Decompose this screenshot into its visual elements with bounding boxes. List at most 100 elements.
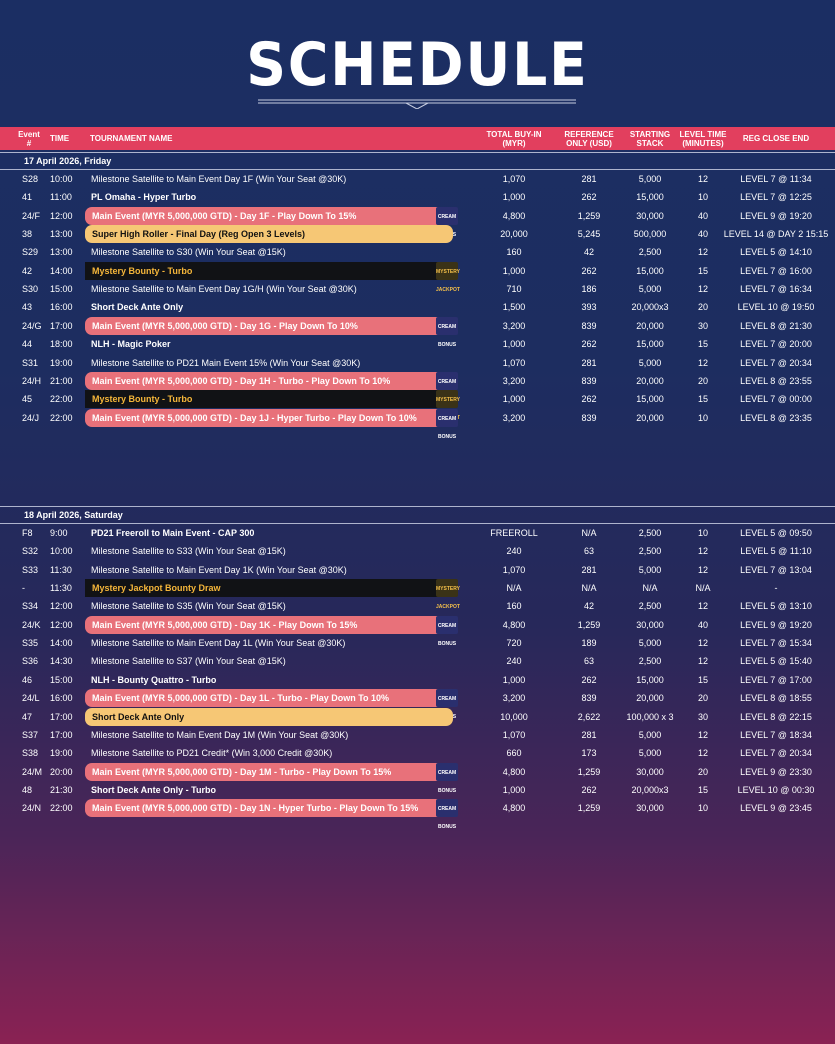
reference-usd: 262 xyxy=(581,339,597,350)
event-time: 19:00 xyxy=(50,357,73,368)
table-row: S31 19:00 Milestone Satellite to PD21 Main… xyxy=(0,354,835,372)
table-row: - 11:30 Mystery Jackpot Bounty Draw MYSTERY… xyxy=(0,579,835,610)
starting-stack: 100,000 x 3 xyxy=(626,711,674,722)
reference-usd: 281 xyxy=(581,729,597,740)
table-row: 24/M 20:00 Main Event (MYR 5,000,000 GTD) … xyxy=(0,762,835,794)
event-time: 22:00 xyxy=(50,394,73,405)
table-row: 24/N 22:00 Main Event (MYR 5,000,000 GTD) … xyxy=(0,799,835,830)
header-reference: REFERENCE ONLY (USD) xyxy=(564,129,614,148)
table-row: 45 22:00 Mystery Bounty - TurboMYSTERYJACK… xyxy=(0,390,835,421)
buy-in: 10,000 xyxy=(500,711,528,722)
table-row: S37 17:00 Milestone Satellite to Main Even… xyxy=(0,726,835,744)
tournament-name: Milestone Satellite to PD21 Credit* (Win… xyxy=(91,748,333,759)
table-row: F8 9:00 PD21 Freeroll to Main Event - CAP … xyxy=(0,524,835,542)
table-row: S30 15:00 Milestone Satellite to Main Even… xyxy=(0,280,835,298)
reference-usd: N/A xyxy=(581,583,597,594)
table-row: 24/F 12:00 Main Event (MYR 5,000,000 GTD) … xyxy=(0,206,835,238)
header-stack: STARTING STACK xyxy=(629,129,671,148)
buy-in: 160 xyxy=(506,247,522,258)
event-time: 14:30 xyxy=(50,656,73,667)
event-time: 16:00 xyxy=(50,693,73,704)
event-time: 10:00 xyxy=(50,546,73,557)
starting-stack: 30,000 xyxy=(636,210,664,221)
buy-in: N/A xyxy=(506,583,522,594)
tournament-name: Mystery Jackpot Bounty Draw xyxy=(85,579,453,598)
tournament-name: Main Event (MYR 5,000,000 GTD) - Day 1L … xyxy=(85,689,453,708)
reference-usd: 262 xyxy=(581,674,597,685)
reference-usd: 839 xyxy=(581,693,597,704)
starting-stack: 2,500 xyxy=(638,656,662,667)
header-level: LEVEL TIME (MINUTES) xyxy=(679,129,727,148)
tournament-name: Milestone Satellite to Main Event Day 1M… xyxy=(91,729,349,740)
badge-text: BONUS xyxy=(437,824,457,831)
event-time: 22:00 xyxy=(50,412,73,423)
event-number: 24/H xyxy=(22,375,42,386)
starting-stack: 15,000 xyxy=(636,674,664,685)
badge-text: CREAM xyxy=(437,213,457,220)
reference-usd: 262 xyxy=(581,192,597,203)
event-number: 45 xyxy=(22,394,33,405)
tournament-name: Main Event (MYR 5,000,000 GTD) - Day 1M … xyxy=(85,762,453,781)
tournament-name: Milestone Satellite to PD21 Main Event 1… xyxy=(91,357,361,368)
reg-close: LEVEL 7 @ 20:00 xyxy=(740,339,812,350)
event-time: 14:00 xyxy=(50,638,73,649)
level-time: 20 xyxy=(697,375,708,386)
event-number: 41 xyxy=(22,192,33,203)
badge-text: BONUS xyxy=(437,640,457,647)
level-time: 15 xyxy=(697,394,708,405)
table-row: S36 14:30 Milestone Satellite to S37 (Win … xyxy=(0,652,835,670)
badge-text: MYSTERY xyxy=(436,586,460,593)
table-row: 24/J 22:00 Main Event (MYR 5,000,000 GTD) … xyxy=(0,408,835,440)
date-heading-day2: 18 April 2026, Saturday xyxy=(24,510,123,520)
level-time: 12 xyxy=(697,656,708,667)
starting-stack: N/A xyxy=(642,583,658,594)
level-time: 10 xyxy=(697,803,708,814)
event-number: 48 xyxy=(22,784,33,795)
tournament-name: Milestone Satellite to Main Event Day 1F… xyxy=(91,174,347,184)
mystery-jackpot-badge-icon: MYSTERY JACKPOT xyxy=(436,579,460,610)
mystery-jackpot-badge-icon: MYSTERY JACKPOT xyxy=(436,261,460,293)
reg-close: LEVEL 7 @ 00:00 xyxy=(740,394,812,405)
reg-close: LEVEL 5 @ 11:10 xyxy=(740,546,812,557)
starting-stack: 30,000 xyxy=(636,803,664,814)
event-time: 12:00 xyxy=(50,601,73,612)
event-time: 11:00 xyxy=(50,192,72,203)
table-row: S34 12:00 Milestone Satellite to S35 (Win … xyxy=(0,597,835,615)
reg-close: LEVEL 9 @ 23:30 xyxy=(740,766,812,777)
starting-stack: 5,000 xyxy=(638,729,662,740)
event-number: S38 xyxy=(22,748,39,759)
event-time: 10:00 xyxy=(50,174,73,184)
starting-stack: 2,500 xyxy=(638,601,662,612)
starting-stack: 5,000 xyxy=(638,357,662,368)
table-row: 46 15:00 NLH - Bounty Quattro - Turbo 1,000… xyxy=(0,671,835,689)
event-number: 24/M xyxy=(22,766,43,777)
reference-usd: 839 xyxy=(581,375,597,386)
reference-usd: 5,245 xyxy=(577,229,601,240)
event-number: S34 xyxy=(22,601,39,612)
buy-in: 3,200 xyxy=(502,320,526,331)
buy-in: 4,800 xyxy=(502,619,526,630)
level-time: 30 xyxy=(697,320,708,331)
starting-stack: 30,000 xyxy=(636,766,664,777)
event-time: 13:00 xyxy=(50,247,73,258)
level-time: 20 xyxy=(697,302,708,313)
reference-usd: 281 xyxy=(581,357,597,368)
reference-usd: 1,259 xyxy=(577,803,601,814)
divider xyxy=(0,523,835,524)
header-time: TIME xyxy=(50,134,70,143)
table-row: 24/K 12:00 Main Event (MYR 5,000,000 GTD) … xyxy=(0,615,835,647)
level-time: 20 xyxy=(697,766,708,777)
starting-stack: 30,000 xyxy=(636,619,664,630)
level-time: 12 xyxy=(697,564,708,575)
event-time: 19:00 xyxy=(50,748,73,759)
tournament-name: Main Event (MYR 5,000,000 GTD) - Day 1F … xyxy=(85,206,453,225)
level-time: 40 xyxy=(697,619,708,630)
reference-usd: 262 xyxy=(581,265,597,276)
buy-in: 1,070 xyxy=(502,357,526,368)
event-time: 17:00 xyxy=(50,711,73,722)
table-row: 42 14:00 Mystery Bounty - Turbo MYSTERY JACK… xyxy=(0,261,835,293)
event-number: 43 xyxy=(22,302,33,313)
